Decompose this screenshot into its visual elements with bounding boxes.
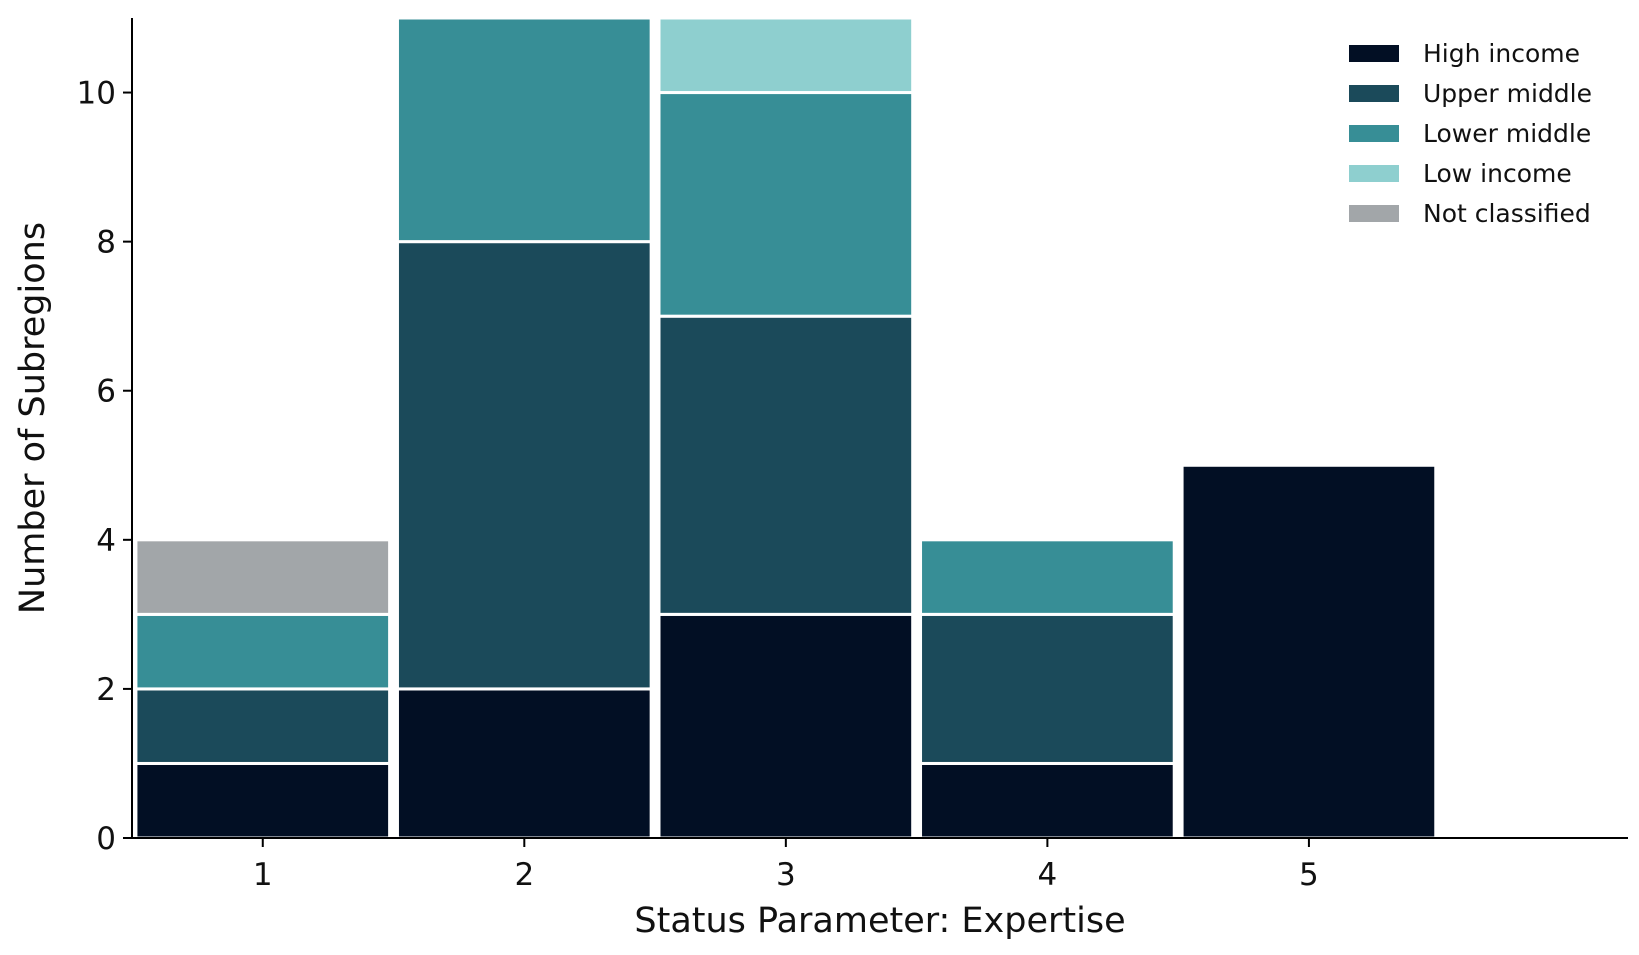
bars-layer (134, 16, 1438, 840)
bar-segment-2-2 (395, 240, 653, 691)
bar-segment-1-2 (134, 687, 392, 765)
bar-segment-3-2 (657, 314, 915, 616)
y-tick-label: 8 (96, 225, 116, 261)
legend: High income Upper middle Lower middle Low i… (1349, 39, 1592, 228)
x-axis-title: Status Parameter: Expertise (634, 901, 1125, 941)
x-tick-label: 4 (1038, 857, 1058, 893)
legend-label-2: Upper middle (1423, 79, 1592, 108)
legend-swatch-3 (1349, 125, 1399, 142)
legend-label-5: Not classified (1423, 199, 1591, 228)
y-tick-label: 0 (96, 821, 116, 857)
x-tick-label: 1 (253, 857, 273, 893)
bar-segment-4-2 (919, 612, 1176, 765)
x-tick-label: 3 (776, 857, 796, 893)
x-ticks: 1 2 3 4 5 (253, 838, 1319, 893)
bar-segment-1-1 (134, 761, 392, 840)
legend-label-3: Lower middle (1423, 119, 1591, 148)
x-tick-label: 5 (1299, 857, 1319, 893)
bar-segment-3-4 (657, 16, 915, 95)
legend-label-4: Low income (1423, 159, 1572, 188)
y-ticks: 0 2 4 6 8 10 (77, 76, 132, 857)
y-tick-label: 6 (96, 374, 116, 410)
legend-swatch-2 (1349, 85, 1399, 102)
bar-segment-4-3 (919, 538, 1176, 616)
bar-segment-1-3 (134, 612, 392, 691)
y-tick-label: 2 (96, 672, 116, 708)
bar-segment-3-3 (657, 91, 915, 318)
legend-label-1: High income (1423, 39, 1580, 68)
bar-segment-4-1 (919, 761, 1176, 840)
legend-swatch-1 (1349, 45, 1399, 62)
bar-segment-5-1 (1180, 463, 1438, 840)
y-tick-label: 10 (77, 76, 116, 112)
legend-swatch-5 (1349, 205, 1399, 222)
bar-segment-2-3 (395, 16, 653, 244)
y-axis-title: Number of Subregions (13, 222, 53, 614)
legend-swatch-4 (1349, 165, 1399, 182)
bar-segment-1-5 (134, 538, 392, 616)
x-tick-label: 2 (514, 857, 534, 893)
bar-segment-2-1 (395, 687, 653, 840)
y-tick-label: 4 (96, 523, 116, 559)
bar-segment-3-1 (657, 612, 915, 840)
